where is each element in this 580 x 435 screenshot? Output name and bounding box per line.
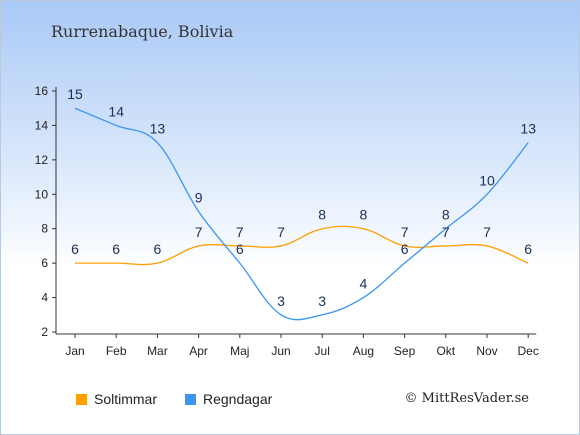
data-point-regndagar <box>280 314 282 316</box>
x-tick-label: Jan <box>65 344 84 358</box>
data-label-regndagar: 3 <box>277 293 285 309</box>
data-label-regndagar: 6 <box>401 241 409 257</box>
legend-item-regndagar: Regndagar <box>185 391 272 407</box>
data-point-soltimmar <box>321 228 323 230</box>
data-label-regndagar: 3 <box>318 293 326 309</box>
series-line-regndagar <box>74 107 529 321</box>
data-point-soltimmar <box>486 245 488 247</box>
data-point-regndagar <box>486 193 488 195</box>
data-label-soltimmar: 6 <box>154 241 162 257</box>
legend-swatch-soltimmar <box>76 393 87 405</box>
data-label-soltimmar: 7 <box>236 224 244 240</box>
legend-label-soltimmar: Soltimmar <box>94 391 158 407</box>
y-tick-label: 14 <box>35 118 49 132</box>
legend-item-soltimmar: Soltimmar <box>76 391 157 407</box>
y-tick-label: 16 <box>35 84 49 98</box>
x-tick-label: Jul <box>315 344 330 358</box>
data-label-soltimmar: 6 <box>112 241 120 257</box>
x-tick-label: Dec <box>518 344 539 358</box>
data-point-regndagar <box>404 262 406 264</box>
legend-label-regndagar: Regndagar <box>203 391 273 407</box>
y-tick-label: 8 <box>41 222 48 236</box>
data-point-regndagar <box>362 297 364 299</box>
data-label-regndagar: 13 <box>150 121 166 137</box>
data-label-soltimmar: 7 <box>401 224 409 240</box>
data-label-soltimmar: 7 <box>195 224 203 240</box>
data-label-soltimmar: 8 <box>360 207 368 223</box>
data-label-regndagar: 15 <box>67 86 83 102</box>
data-point-soltimmar <box>362 228 364 230</box>
data-point-regndagar <box>156 142 158 144</box>
x-tick-label: Okt <box>436 344 455 358</box>
data-label-soltimmar: 8 <box>318 207 326 223</box>
data-label-soltimmar: 6 <box>71 241 79 257</box>
data-point-soltimmar <box>445 245 447 247</box>
data-label-soltimmar: 7 <box>277 224 285 240</box>
data-point-soltimmar <box>280 245 282 247</box>
data-label-regndagar: 13 <box>520 121 536 137</box>
x-tick-label: Maj <box>230 344 249 358</box>
x-tick-label: Apr <box>189 344 208 358</box>
y-tick-label: 4 <box>41 291 48 305</box>
data-point-regndagar <box>321 314 323 316</box>
data-label-regndagar: 4 <box>360 276 368 292</box>
legend-swatch-regndagar <box>185 393 196 405</box>
x-tick-label: Sep <box>394 344 416 358</box>
data-label-soltimmar: 7 <box>483 224 491 240</box>
x-tick-label: Feb <box>106 344 127 358</box>
data-point-soltimmar <box>198 245 200 247</box>
y-tick-label: 2 <box>41 325 48 339</box>
y-tick-label: 10 <box>35 187 49 201</box>
data-point-regndagar <box>527 142 529 144</box>
data-point-regndagar <box>115 124 117 126</box>
data-label-regndagar: 8 <box>442 207 450 223</box>
data-point-regndagar <box>239 262 241 264</box>
data-point-soltimmar <box>115 262 117 264</box>
y-tick-label: 6 <box>41 256 48 270</box>
x-tick-label: Jun <box>271 344 290 358</box>
x-tick-label: Nov <box>476 344 497 358</box>
credit-text: © MittResVader.se <box>404 391 529 406</box>
data-point-regndagar <box>74 107 76 109</box>
series-line-soltimmar <box>74 225 529 266</box>
data-point-soltimmar <box>74 262 76 264</box>
data-point-soltimmar <box>156 262 158 264</box>
chart-title: Rurrenabaque, Bolivia <box>51 22 234 41</box>
data-label-soltimmar: 7 <box>442 224 450 240</box>
data-label-regndagar: 14 <box>108 103 124 119</box>
data-point-regndagar <box>198 211 200 213</box>
data-label-regndagar: 6 <box>236 241 244 257</box>
data-label-regndagar: 9 <box>195 190 203 206</box>
data-label-regndagar: 10 <box>479 172 495 188</box>
x-tick-label: Mar <box>147 344 168 358</box>
y-tick-label: 12 <box>35 153 49 167</box>
x-tick-label: Aug <box>353 344 374 358</box>
data-point-soltimmar <box>527 262 529 264</box>
data-label-soltimmar: 6 <box>524 241 532 257</box>
